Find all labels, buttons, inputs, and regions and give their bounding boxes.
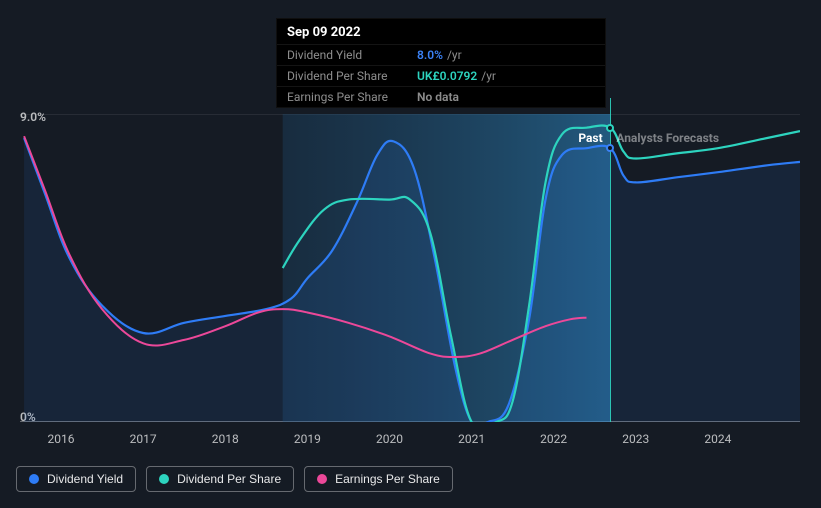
tooltip-key: Dividend Yield xyxy=(287,48,417,62)
legend-label: Dividend Yield xyxy=(47,472,123,486)
x-tick-label: 2018 xyxy=(212,432,239,446)
tooltip-row: Dividend Yield 8.0% /yr xyxy=(277,44,605,65)
x-tick-label: 2024 xyxy=(704,432,731,446)
x-tick-label: 2022 xyxy=(540,432,567,446)
legend-item-dividend-per-share[interactable]: Dividend Per Share xyxy=(146,466,294,492)
forecast-label: Analysts Forecasts xyxy=(616,131,719,145)
tooltip-row: Dividend Per Share UK£0.0792 /yr xyxy=(277,65,605,86)
tooltip-unit: /yr xyxy=(447,48,462,62)
x-tick-label: 2021 xyxy=(458,432,485,446)
x-tick-label: 2023 xyxy=(622,432,649,446)
legend-dot-icon xyxy=(29,474,39,484)
x-tick-label: 2017 xyxy=(130,432,157,446)
dividend-yield-area xyxy=(24,138,800,422)
dividend-chart: 9.0% 0% Past Analysts Forecasts 20162017… xyxy=(0,0,821,508)
chart-legend: Dividend Yield Dividend Per Share Earnin… xyxy=(16,466,453,492)
tooltip-value: No data xyxy=(417,90,459,104)
legend-dot-icon xyxy=(317,474,327,484)
chart-tooltip: Sep 09 2022 Dividend Yield 8.0% /yr Divi… xyxy=(276,18,606,108)
hover-marker xyxy=(606,124,614,132)
hover-marker xyxy=(606,144,614,152)
tooltip-unit: /yr xyxy=(481,69,496,83)
plot-area[interactable] xyxy=(20,114,800,422)
legend-dot-icon xyxy=(159,474,169,484)
x-tick-label: 2019 xyxy=(294,432,321,446)
tooltip-key: Dividend Per Share xyxy=(287,69,417,83)
tooltip-value: 8.0% xyxy=(417,48,443,62)
legend-item-dividend-yield[interactable]: Dividend Yield xyxy=(16,466,136,492)
x-tick-label: 2020 xyxy=(376,432,403,446)
x-tick-label: 2016 xyxy=(48,432,75,446)
tooltip-key: Earnings Per Share xyxy=(287,90,417,104)
past-label: Past xyxy=(578,131,602,145)
legend-label: Earnings Per Share xyxy=(335,472,440,486)
tooltip-value: UK£0.0792 xyxy=(417,69,477,83)
legend-item-earnings-per-share[interactable]: Earnings Per Share xyxy=(304,466,453,492)
tooltip-date: Sep 09 2022 xyxy=(277,19,605,44)
legend-label: Dividend Per Share xyxy=(177,472,281,486)
tooltip-row: Earnings Per Share No data xyxy=(277,86,605,107)
